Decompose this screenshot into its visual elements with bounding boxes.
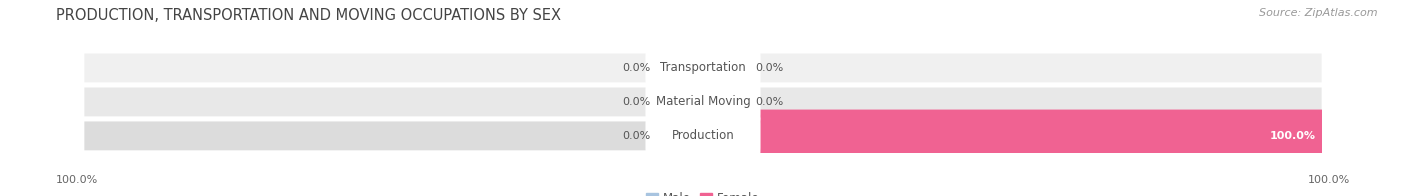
FancyBboxPatch shape xyxy=(84,122,1322,150)
FancyBboxPatch shape xyxy=(645,113,761,159)
Text: 100.0%: 100.0% xyxy=(1270,131,1316,141)
Text: 0.0%: 0.0% xyxy=(623,97,651,107)
Text: Production: Production xyxy=(672,129,734,142)
FancyBboxPatch shape xyxy=(645,79,761,124)
Text: 0.0%: 0.0% xyxy=(755,97,783,107)
FancyBboxPatch shape xyxy=(84,54,1322,82)
FancyBboxPatch shape xyxy=(657,76,706,128)
Text: Transportation: Transportation xyxy=(661,62,745,74)
Text: 0.0%: 0.0% xyxy=(755,63,783,73)
FancyBboxPatch shape xyxy=(657,110,706,162)
Text: PRODUCTION, TRANSPORTATION AND MOVING OCCUPATIONS BY SEX: PRODUCTION, TRANSPORTATION AND MOVING OC… xyxy=(56,8,561,23)
Text: 0.0%: 0.0% xyxy=(623,63,651,73)
FancyBboxPatch shape xyxy=(700,76,749,128)
FancyBboxPatch shape xyxy=(645,45,761,91)
Text: Material Moving: Material Moving xyxy=(655,95,751,108)
Text: 100.0%: 100.0% xyxy=(1308,175,1350,185)
Legend: Male, Female: Male, Female xyxy=(641,187,765,196)
FancyBboxPatch shape xyxy=(700,110,1324,162)
FancyBboxPatch shape xyxy=(700,42,749,94)
Text: 100.0%: 100.0% xyxy=(56,175,98,185)
Text: Source: ZipAtlas.com: Source: ZipAtlas.com xyxy=(1260,8,1378,18)
Text: 0.0%: 0.0% xyxy=(623,131,651,141)
FancyBboxPatch shape xyxy=(84,87,1322,116)
FancyBboxPatch shape xyxy=(657,42,706,94)
